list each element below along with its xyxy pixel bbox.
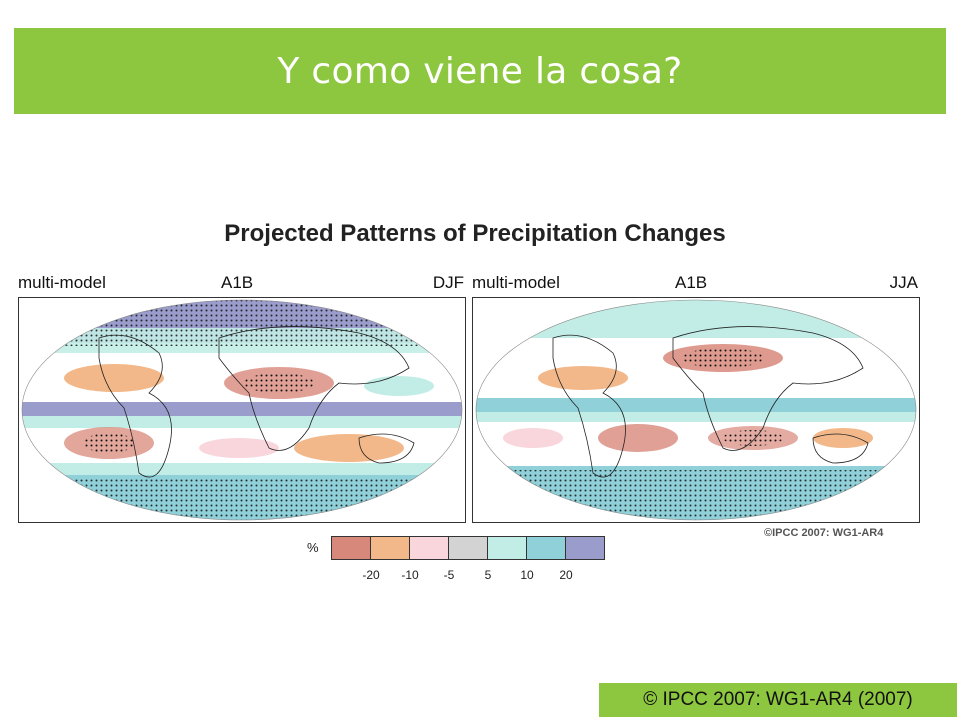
map-djf-graphic bbox=[21, 299, 463, 521]
legend-swatch bbox=[566, 537, 604, 559]
legend-swatch bbox=[332, 537, 371, 559]
legend-swatch bbox=[449, 537, 488, 559]
map-jja-graphic bbox=[475, 299, 917, 521]
panel-scenario-label: A1B bbox=[221, 273, 254, 292]
panel-model-label: multi-model bbox=[18, 273, 106, 292]
legend-tick-label: 5 bbox=[484, 568, 492, 582]
map-jja bbox=[472, 297, 920, 523]
panel-header-jja: multi-model A1B JJA bbox=[472, 273, 918, 297]
legend-unit: % bbox=[307, 540, 319, 555]
panel-season-label: JJA bbox=[889, 273, 918, 292]
figure-title: Projected Patterns of Precipitation Chan… bbox=[224, 220, 726, 247]
legend-swatch bbox=[527, 537, 566, 559]
credit-box: © IPCC 2007: WG1-AR4 (2007) bbox=[599, 683, 957, 717]
panel-scenario-label: A1B bbox=[675, 273, 708, 292]
legend-tick-label: -5 bbox=[443, 568, 455, 582]
legend-tick-label: 20 bbox=[559, 568, 573, 582]
legend-tick-label: 10 bbox=[520, 568, 534, 582]
figure-copyright: ©IPCC 2007: WG1-AR4 bbox=[764, 527, 884, 539]
panel-model-label: multi-model bbox=[472, 273, 560, 292]
legend-tick-label: -10 bbox=[401, 568, 419, 582]
title-bar: Y como viene la cosa? bbox=[14, 28, 946, 114]
color-legend: % -20 -10 -5 5 10 20 bbox=[307, 536, 617, 586]
panel-season-label: DJF bbox=[432, 273, 464, 292]
slide-title: Y como viene la cosa? bbox=[277, 50, 683, 92]
map-djf bbox=[18, 297, 466, 523]
legend-swatch bbox=[371, 537, 410, 559]
legend-tick-label: -20 bbox=[362, 568, 380, 582]
panel-header-djf: multi-model A1B DJF bbox=[18, 273, 464, 297]
legend-swatch bbox=[488, 537, 527, 559]
legend-swatch bbox=[410, 537, 449, 559]
legend-bar bbox=[331, 536, 605, 560]
